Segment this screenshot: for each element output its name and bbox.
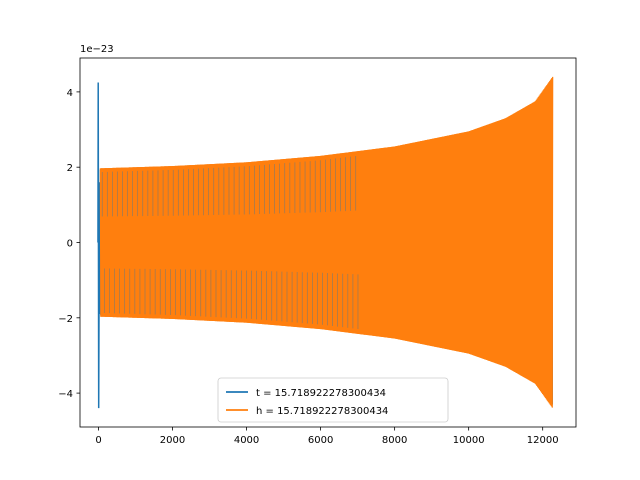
x-axis: 0 2000 4000 6000 8000 10000 12000 [95, 427, 559, 446]
legend: t = 15.718922278300434 h = 15.71892227830… [217, 377, 449, 423]
x-tick-label: 4000 [234, 435, 259, 446]
series-t-spike [97, 82, 101, 409]
y-tick-label: 0 [67, 239, 73, 250]
y-tick-label: −2 [58, 314, 73, 325]
series-t-visible-gaps [101, 155, 359, 330]
x-tick-label: 8000 [382, 435, 407, 446]
legend-box [217, 377, 449, 423]
x-tick-label: 2000 [160, 435, 185, 446]
x-tick-label: 10000 [453, 435, 485, 446]
legend-label: h = 15.718922278300434 [256, 406, 388, 417]
y-axis: −4 −2 0 2 4 [58, 88, 80, 400]
series-layer [97, 76, 554, 409]
y-tick-label: −4 [58, 389, 73, 400]
y-tick-label: 4 [67, 88, 73, 99]
series-h-line [99, 76, 554, 408]
legend-label: t = 15.718922278300434 [256, 388, 386, 399]
x-tick-label: 6000 [308, 435, 333, 446]
x-tick-label: 0 [95, 435, 101, 446]
y-offset-text: 1e−23 [80, 44, 114, 55]
x-tick-label: 12000 [527, 435, 559, 446]
y-tick-label: 2 [67, 163, 73, 174]
